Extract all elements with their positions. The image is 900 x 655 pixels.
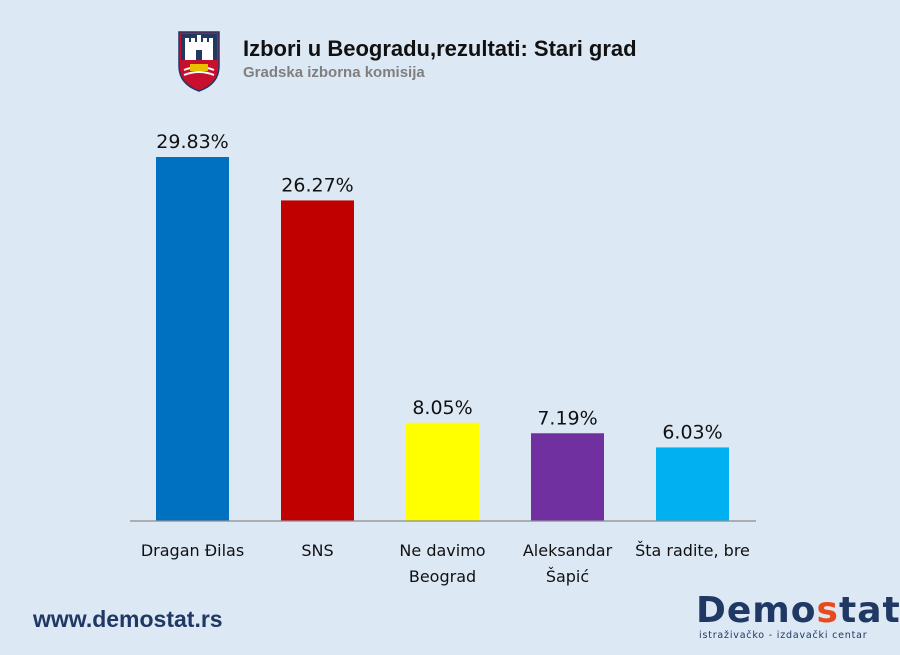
category-label-aleksandar-sapic-line2: Šapić (546, 567, 589, 586)
category-label-sta-radite-bre: Šta radite, bre (635, 541, 750, 560)
category-label-ne-davimo-beograd-line1: Ne davimo (399, 541, 485, 560)
category-label-aleksandar-sapic-line1: Aleksandar (523, 541, 613, 560)
demostat-logo: Demostat istraživačko - izdavački centar (696, 590, 900, 642)
chart-title: Izbori u Beogradu,rezultati: Stari grad (243, 36, 637, 61)
bar-sns (281, 200, 354, 521)
data-label-dragan-dilas: 29.83% (156, 131, 228, 153)
website-link[interactable]: www.demostat.rs (33, 606, 223, 632)
bar-sta-radite-bre (656, 447, 729, 521)
bar-dragan-dilas (156, 157, 229, 521)
data-label-sns: 26.27% (281, 174, 353, 196)
category-label-ne-davimo-beograd-line2: Beograd (409, 567, 476, 586)
data-label-sta-radite-bre: 6.03% (662, 421, 722, 443)
bar-aleksandar-sapic (531, 433, 604, 521)
belgrade-coat-of-arms-icon (178, 31, 220, 92)
chart-subtitle: Gradska izborna komisija (243, 64, 425, 81)
category-label-sns: SNS (301, 541, 333, 560)
data-label-ne-davimo-beograd: 8.05% (412, 397, 472, 419)
data-label-aleksandar-sapic: 7.19% (537, 407, 597, 429)
logo-wordmark: Demostat (696, 590, 900, 631)
category-label-dragan-dilas: Dragan Đilas (141, 541, 244, 560)
bar-ne-davimo-beograd (406, 422, 479, 521)
logo-tagline: istraživačko - izdavački centar (699, 630, 868, 641)
